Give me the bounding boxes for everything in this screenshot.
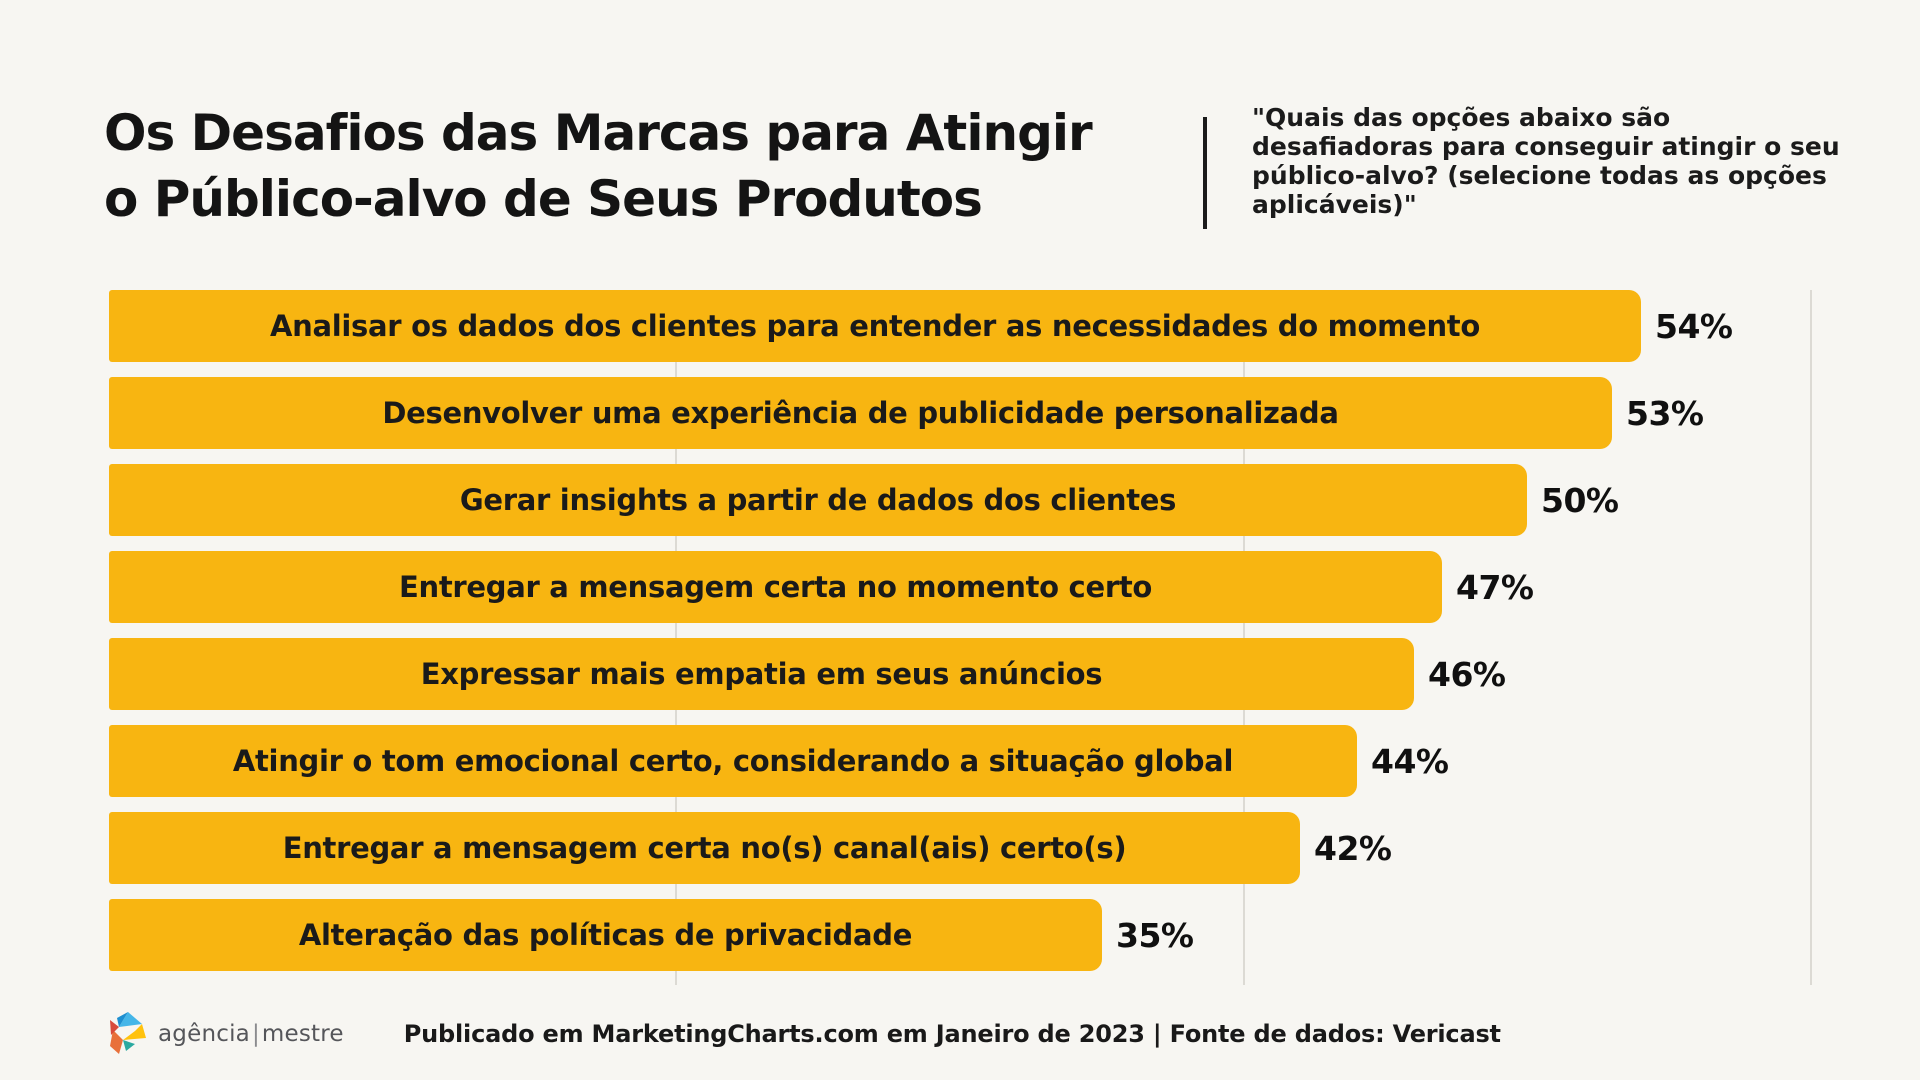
bar-row: Desenvolver uma experiência de publicida… bbox=[109, 377, 1811, 449]
bar-value-label: 50% bbox=[1541, 480, 1619, 520]
footer: agência|mestre Publicado em MarketingCha… bbox=[108, 1006, 1501, 1062]
source-attribution-text: Publicado em MarketingCharts.com em Jane… bbox=[403, 1020, 1501, 1048]
bar: Entregar a mensagem certa no(s) canal(ai… bbox=[109, 812, 1300, 884]
survey-question-quote: "Quais das opções abaixo são desafiadoras… bbox=[1252, 103, 1892, 219]
bar-value-label: 47% bbox=[1456, 567, 1534, 607]
bar-value-label: 46% bbox=[1428, 654, 1506, 694]
survey-question-line: "Quais das opções abaixo são bbox=[1252, 103, 1671, 132]
bar-value-label: 54% bbox=[1655, 306, 1733, 346]
bar: Desenvolver uma experiência de publicida… bbox=[109, 377, 1612, 449]
logo-separator: | bbox=[251, 1021, 260, 1047]
page-title-line: Os Desafios das Marcas para Atingir bbox=[104, 104, 1093, 162]
bar: Gerar insights a partir de dados dos cli… bbox=[109, 464, 1527, 536]
bar-label: Entregar a mensagem certa no(s) canal(ai… bbox=[282, 831, 1127, 865]
bar: Entregar a mensagem certa no momento cer… bbox=[109, 551, 1442, 623]
page-title-line: o Público-alvo de Seus Produtos bbox=[104, 170, 983, 228]
bar-row: Analisar os dados dos clientes para ente… bbox=[109, 290, 1811, 362]
logo-text-primary: agência bbox=[158, 1021, 250, 1047]
gridline-60pct bbox=[1810, 290, 1812, 985]
bar-row: Atingir o tom emocional certo, considera… bbox=[109, 725, 1811, 797]
bar-row: Entregar a mensagem certa no(s) canal(ai… bbox=[109, 812, 1811, 884]
survey-question-line: aplicáveis)" bbox=[1252, 190, 1417, 219]
bar-row: Alteração das políticas de privacidade 35… bbox=[109, 899, 1811, 971]
bar-label: Desenvolver uma experiência de publicida… bbox=[382, 396, 1339, 430]
bar: Expressar mais empatia em seus anúncios bbox=[109, 638, 1414, 710]
bar-value-label: 42% bbox=[1314, 828, 1392, 868]
bar-label: Analisar os dados dos clientes para ente… bbox=[270, 309, 1480, 343]
survey-question-line: público-alvo? (selecione todas as opções bbox=[1252, 161, 1827, 190]
bar: Alteração das políticas de privacidade bbox=[109, 899, 1102, 971]
agencia-mestre-logo-icon bbox=[110, 1012, 146, 1054]
bar-value-label: 44% bbox=[1371, 741, 1449, 781]
bar-label: Alteração das políticas de privacidade bbox=[298, 918, 913, 952]
survey-question-line: desafiadoras para conseguir atingir o se… bbox=[1252, 132, 1840, 161]
bar-value-label: 35% bbox=[1116, 915, 1194, 955]
gridline-40pct bbox=[1243, 290, 1245, 985]
bar-label: Atingir o tom emocional certo, considera… bbox=[232, 744, 1234, 778]
bar: Atingir o tom emocional certo, considera… bbox=[109, 725, 1357, 797]
bar-label: Entregar a mensagem certa no momento cer… bbox=[398, 570, 1153, 604]
bar: Analisar os dados dos clientes para ente… bbox=[109, 290, 1641, 362]
bar-label: Expressar mais empatia em seus anúncios bbox=[420, 657, 1103, 691]
page-title: Os Desafios das Marcas para Atingir o Púb… bbox=[104, 100, 1093, 232]
bar-value-label: 53% bbox=[1626, 393, 1704, 433]
bar-row: Gerar insights a partir de dados dos cli… bbox=[109, 464, 1811, 536]
bar-row: Expressar mais empatia em seus anúncios 4… bbox=[109, 638, 1811, 710]
logo-text-secondary: mestre bbox=[261, 1021, 344, 1047]
header-divider bbox=[1203, 117, 1207, 229]
bar-row: Entregar a mensagem certa no momento cer… bbox=[109, 551, 1811, 623]
agencia-mestre-logo-text: agência|mestre bbox=[158, 1021, 344, 1047]
bar-chart: Analisar os dados dos clientes para ente… bbox=[109, 290, 1812, 986]
bar-label: Gerar insights a partir de dados dos cli… bbox=[459, 483, 1177, 517]
gridline-20pct bbox=[675, 290, 677, 985]
